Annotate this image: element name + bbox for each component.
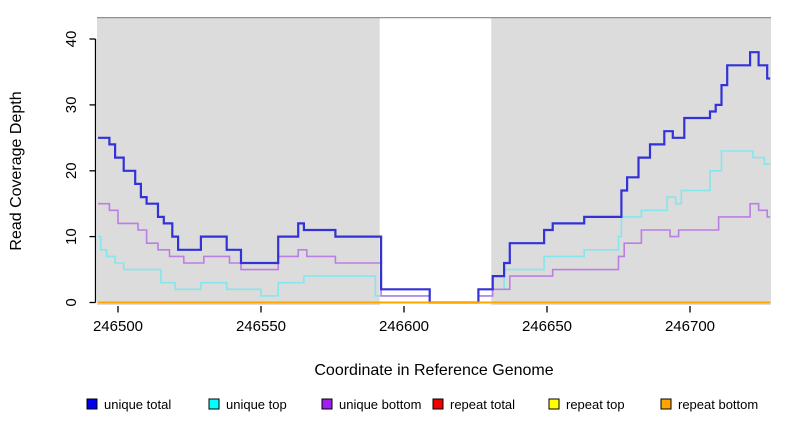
x-tick-label: 246550 [236, 318, 286, 335]
legend-swatch [321, 398, 333, 410]
x-tick-label: 246700 [665, 318, 715, 335]
y-tick-label: 20 [63, 162, 80, 179]
y-tick-label: 30 [63, 97, 80, 114]
legend-swatch [432, 398, 444, 410]
axes: 0 10 20 30 40 246500 246550 246600 246650 246700 [63, 31, 715, 335]
legend-label: unique bottom [339, 397, 421, 412]
legend-swatch [86, 398, 98, 410]
legend-item-unique-top: unique top [208, 397, 287, 412]
series-line-unique-total [98, 51, 771, 304]
legend: unique total unique top unique bottom repea… [86, 397, 758, 412]
plot-panel [97, 17, 771, 305]
legend-label: unique total [104, 397, 171, 412]
legend-item-repeat-total: repeat total [432, 397, 515, 412]
legend-item-unique-bottom: unique bottom [321, 397, 421, 412]
y-tick-label: 0 [63, 298, 80, 306]
x-tick-label: 246500 [93, 318, 143, 335]
legend-item-repeat-bottom: repeat bottom [660, 397, 758, 412]
legend-label: repeat bottom [678, 397, 758, 412]
x-tick-label: 246650 [522, 318, 572, 335]
series-lines [98, 51, 771, 304]
legend-label: repeat total [450, 397, 515, 412]
legend-item-repeat-top: repeat top [548, 397, 625, 412]
legend-swatch [660, 398, 672, 410]
legend-swatch [548, 398, 560, 410]
x-axis-title: Coordinate in Reference Genome [314, 362, 553, 379]
legend-swatch [208, 398, 220, 410]
legend-label: repeat top [566, 397, 625, 412]
legend-label: unique top [226, 397, 287, 412]
y-tick-label: 10 [63, 228, 80, 245]
uncovered-region-band [379, 18, 492, 305]
y-tick-label: 40 [63, 31, 80, 48]
y-axis-title: Read Coverage Depth [8, 91, 25, 250]
legend-item-unique-total: unique total [86, 397, 171, 412]
x-tick-label: 246600 [379, 318, 429, 335]
